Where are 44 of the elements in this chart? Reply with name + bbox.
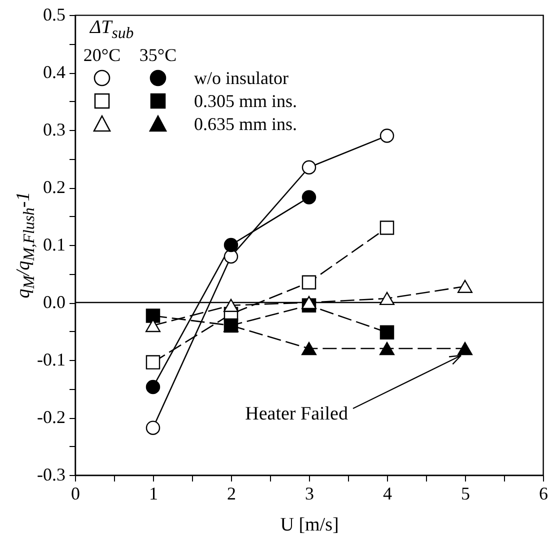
y-tick-label: 0.0	[43, 292, 66, 312]
x-tick-label: 4	[383, 484, 392, 504]
point	[302, 160, 316, 174]
x-tick-label: 5	[461, 484, 470, 504]
y-tick-label: 0.3	[43, 120, 66, 140]
y-tick-label: 0.1	[43, 234, 66, 254]
point	[302, 342, 316, 356]
annotation: 35°C	[138, 44, 178, 67]
y-tick-label: -0.2	[37, 407, 66, 427]
point	[302, 275, 316, 290]
point	[380, 325, 394, 340]
legend-title: ΔT$_{sub}$	[90, 17, 135, 42]
point	[146, 420, 160, 435]
point	[380, 220, 394, 235]
x-tick-label: 3	[305, 484, 314, 504]
point	[380, 342, 394, 356]
legend-label: 0.305 mm ins.	[193, 90, 298, 113]
y-tick-label: 0.2	[43, 177, 66, 197]
x-tick-label: 0	[71, 484, 80, 504]
point	[458, 342, 472, 356]
legend-label: w/o insulator	[193, 67, 290, 90]
x-tick-label: 1	[149, 484, 158, 504]
point	[458, 280, 472, 293]
point	[146, 318, 160, 332]
point	[146, 380, 160, 394]
point	[380, 128, 394, 143]
point	[224, 249, 238, 264]
x-tick-label: 6	[539, 484, 548, 504]
point	[302, 190, 316, 204]
point	[146, 355, 160, 370]
annotation: Heater Failed	[245, 404, 348, 424]
x-axis-title: U [m/s]	[280, 514, 339, 536]
annotation: 20°C	[82, 44, 122, 67]
x-tick-label: 2	[227, 484, 236, 504]
y-tick-label: 0.5	[43, 4, 66, 24]
y-tick-label: -0.1	[37, 350, 66, 370]
point	[224, 238, 238, 252]
y-tick-label: -0.3	[37, 464, 66, 484]
point	[302, 296, 316, 310]
point	[146, 308, 160, 323]
point	[380, 292, 394, 306]
y-tick-label: 0.4	[43, 62, 66, 82]
point	[224, 298, 238, 312]
legend-label: 0.635 mm ins.	[193, 113, 298, 136]
